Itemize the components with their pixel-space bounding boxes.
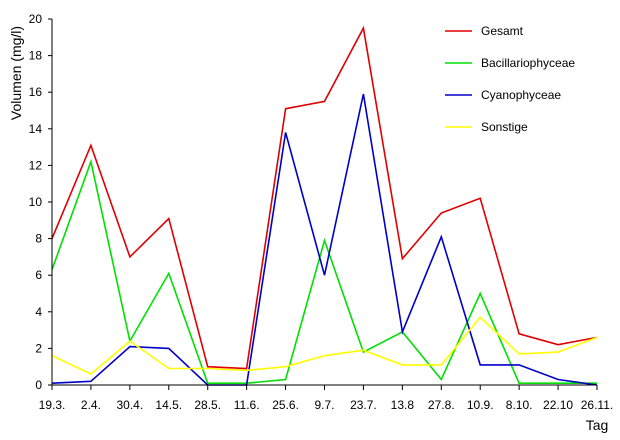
y-axis-title: Volumen (mg/l): [8, 26, 24, 120]
y-tick-label: 0: [35, 378, 42, 392]
series-line-cyanophyceae: [51, 93, 598, 386]
x-axis-title: Tag: [586, 417, 609, 433]
x-tick-label: 22.10: [543, 398, 573, 412]
y-tick-label: 12: [29, 158, 43, 172]
y-ticks: 0 2 4 6 8 10 12 14 16 18 20: [29, 12, 52, 392]
y-tick-label: 20: [29, 12, 43, 26]
series-lines: [51, 25, 598, 386]
y-tick-label: 2: [35, 341, 42, 355]
y-tick-label: 6: [35, 268, 42, 282]
legend-label: Gesamt: [481, 24, 524, 38]
legend-label: Sonstige: [481, 120, 528, 134]
x-ticks: 19.3. 2.4. 30.4. 14.5. 28.5. 11.6. 25.6. 9.7. 23…: [39, 385, 613, 412]
y-tick-label: 10: [29, 195, 43, 209]
x-tick-label: 13.8: [391, 398, 415, 412]
x-tick-label: 8.10.: [506, 398, 533, 412]
y-tick-label: 8: [35, 232, 42, 246]
x-tick-label: 23.7.: [350, 398, 377, 412]
y-tick-label: 16: [29, 85, 43, 99]
x-tick-label: 27.8.: [428, 398, 455, 412]
y-tick-label: 18: [29, 49, 43, 63]
x-tick-label: 9.7.: [314, 398, 334, 412]
series-line-bacillariophyceae: [51, 158, 597, 385]
x-tick-label: 25.6.: [272, 398, 299, 412]
series-line-gesamt: [51, 25, 598, 370]
y-tick-label: 4: [35, 305, 42, 319]
x-tick-label: 30.4.: [117, 398, 144, 412]
x-tick-label: 19.3.: [39, 398, 66, 412]
x-tick-label: 14.5.: [155, 398, 182, 412]
legend: Gesamt Bacillariophyceae Cyanophyceae Sonst…: [445, 24, 575, 134]
legend-label: Cyanophyceae: [481, 88, 561, 102]
legend-label: Bacillariophyceae: [481, 56, 575, 70]
series-line-sonstige: [51, 316, 598, 375]
x-tick-label: 28.5.: [194, 398, 221, 412]
axes: [51, 19, 597, 386]
x-tick-label: 11.6.: [234, 398, 260, 412]
x-tick-label: 10.9.: [467, 398, 494, 412]
x-tick-label: 2.4.: [81, 398, 101, 412]
y-tick-label: 14: [29, 122, 43, 136]
x-tick-label: 26.11.: [581, 398, 613, 412]
